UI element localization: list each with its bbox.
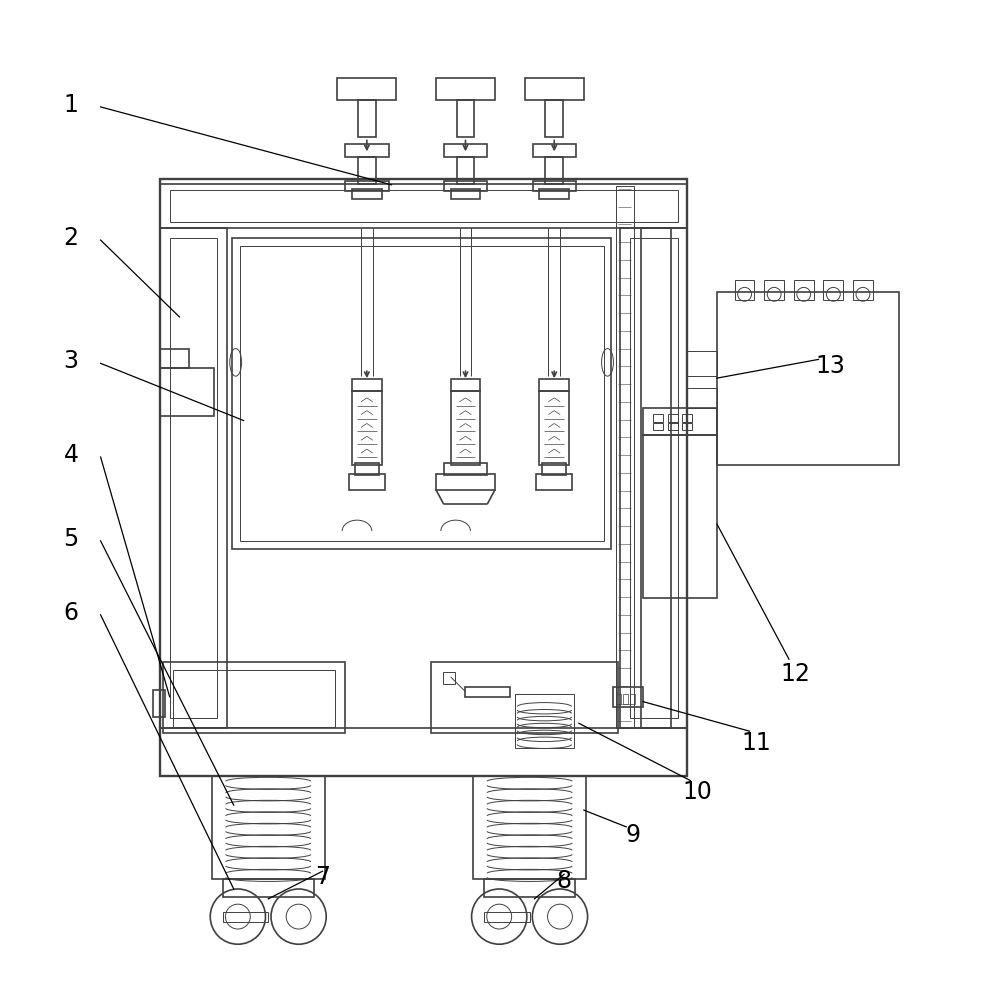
Bar [451, 391, 480, 465]
Bar [668, 422, 678, 430]
Bar [173, 671, 335, 727]
Bar [525, 78, 584, 100]
Text: 9: 9 [626, 823, 641, 847]
Bar [451, 379, 480, 391]
Bar [443, 672, 455, 683]
Bar [630, 693, 635, 703]
Bar [682, 422, 692, 430]
Bar [160, 228, 227, 728]
Bar [457, 157, 474, 184]
Bar [160, 179, 687, 775]
Bar [457, 100, 474, 137]
Bar [643, 435, 717, 598]
Bar [539, 379, 569, 391]
Bar [223, 879, 314, 897]
Bar [643, 407, 717, 435]
Bar [345, 144, 389, 157]
Bar [533, 181, 576, 191]
Bar [352, 391, 382, 465]
Bar [539, 391, 569, 465]
Bar [352, 189, 382, 199]
Bar [337, 78, 396, 100]
Text: 2: 2 [63, 226, 78, 250]
Bar [240, 246, 604, 541]
Text: 1: 1 [64, 93, 78, 117]
Bar [163, 663, 345, 733]
Text: 7: 7 [315, 865, 330, 889]
Bar [539, 189, 569, 199]
Bar [436, 474, 495, 490]
Bar [170, 238, 217, 718]
Text: 10: 10 [682, 780, 712, 804]
Bar [170, 190, 678, 223]
Bar [160, 184, 687, 228]
Text: 6: 6 [63, 601, 78, 625]
Bar [545, 157, 563, 184]
Bar [613, 686, 643, 706]
Bar [533, 144, 576, 157]
Text: 5: 5 [63, 527, 79, 551]
Bar [160, 368, 214, 415]
Bar [545, 100, 563, 137]
Bar [431, 663, 618, 733]
Bar [823, 281, 843, 301]
Bar [653, 422, 663, 430]
Bar [212, 775, 325, 879]
Text: 8: 8 [557, 869, 572, 893]
Bar [444, 181, 487, 191]
Bar [444, 463, 487, 475]
Bar [542, 463, 566, 475]
Bar [616, 693, 621, 703]
Bar [682, 413, 692, 421]
Bar [687, 388, 717, 407]
Bar [620, 228, 687, 728]
Bar [717, 293, 899, 465]
Bar [444, 144, 487, 157]
Bar [451, 189, 480, 199]
Bar [160, 348, 189, 368]
Bar [232, 238, 611, 549]
Bar [160, 728, 687, 775]
Bar [616, 186, 634, 728]
Text: 12: 12 [781, 662, 811, 686]
Text: 13: 13 [815, 354, 845, 378]
Bar [794, 281, 814, 301]
Bar [355, 463, 379, 475]
Bar [536, 474, 572, 490]
Bar [630, 238, 678, 718]
Bar [484, 912, 530, 922]
Bar [349, 474, 385, 490]
Bar [764, 281, 784, 301]
Bar [668, 413, 678, 421]
Bar [436, 78, 495, 100]
Text: 3: 3 [63, 349, 78, 374]
Bar [641, 228, 671, 728]
Bar [358, 100, 376, 137]
Bar [465, 686, 510, 696]
Bar [223, 912, 268, 922]
Bar [735, 281, 754, 301]
Bar [653, 413, 663, 421]
Bar [345, 181, 389, 191]
Bar [473, 775, 586, 879]
Bar [153, 689, 165, 717]
Text: 4: 4 [63, 443, 78, 467]
Bar [358, 157, 376, 184]
Bar [484, 879, 575, 897]
Bar [853, 281, 873, 301]
Bar [687, 351, 717, 376]
Bar [623, 693, 628, 703]
Text: 11: 11 [742, 731, 771, 755]
Bar [515, 693, 574, 748]
Bar [352, 379, 382, 391]
